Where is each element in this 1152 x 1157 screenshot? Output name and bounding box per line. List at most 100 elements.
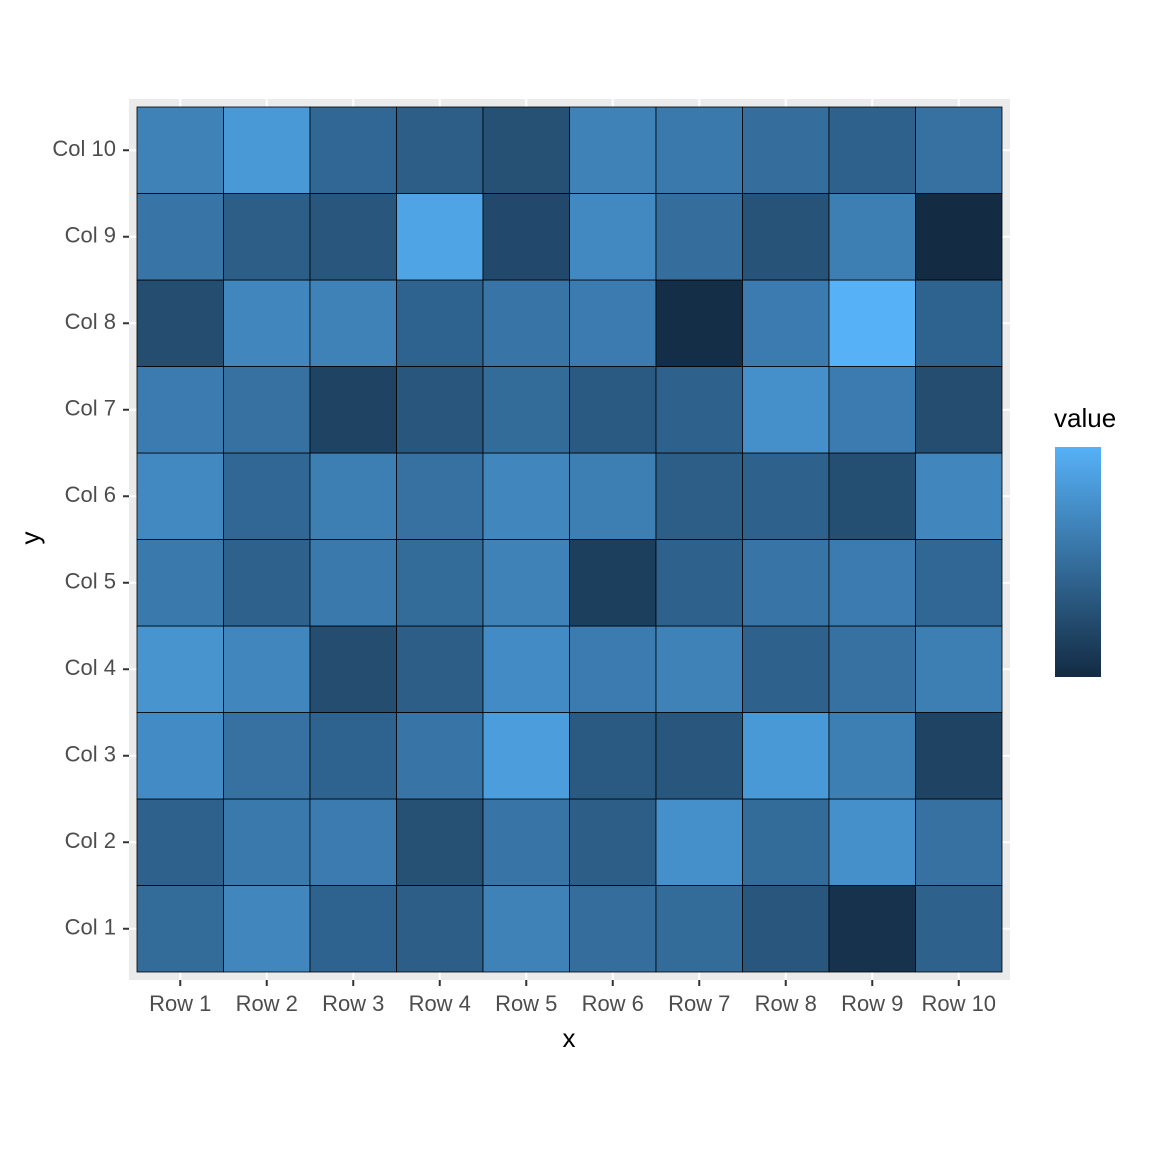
heatmap-cell: [655, 625, 743, 713]
heatmap-cell: [655, 712, 743, 800]
heatmap-cell: [828, 452, 916, 540]
x-tick-label: Row 3: [322, 991, 384, 1016]
heatmap-cell: [569, 798, 657, 886]
heatmap-cell: [223, 106, 311, 194]
x-tick-label: Row 8: [755, 991, 817, 1016]
heatmap-cell: [482, 279, 570, 367]
heatmap-cell: [655, 279, 743, 367]
heatmap-cell: [569, 106, 657, 194]
heatmap-cell: [915, 106, 1003, 194]
heatmap-cell: [569, 885, 657, 973]
heatmap-cell: [655, 452, 743, 540]
heatmap-cell: [569, 539, 657, 627]
heatmap-cell: [396, 885, 484, 973]
y-tick-label: Col 4: [65, 655, 116, 680]
heatmap-cell: [915, 798, 1003, 886]
heatmap-cell: [915, 366, 1003, 454]
heatmap-cell: [655, 885, 743, 973]
legend-title: value: [1054, 403, 1116, 433]
heatmap-cell: [136, 452, 224, 540]
x-tick-label: Row 4: [409, 991, 471, 1016]
heatmap-cell: [828, 798, 916, 886]
heatmap-cell: [742, 798, 830, 886]
heatmap-cell: [482, 193, 570, 281]
y-tick-label: Col 5: [65, 569, 116, 594]
heatmap-cell: [655, 106, 743, 194]
heatmap-cell: [309, 193, 397, 281]
heatmap-cell: [655, 193, 743, 281]
x-axis-title: x: [563, 1023, 576, 1053]
y-tick-label: Col 1: [65, 915, 116, 940]
x-tick-label: Row 7: [668, 991, 730, 1016]
heatmap-cell: [828, 625, 916, 713]
heatmap-cell: [309, 885, 397, 973]
heatmap-cell: [828, 106, 916, 194]
heatmap-cell: [742, 366, 830, 454]
heatmap-cell: [915, 193, 1003, 281]
y-axis-title: y: [15, 532, 45, 545]
heatmap-cell: [396, 625, 484, 713]
heatmap-cell: [396, 106, 484, 194]
heatmap-cell: [223, 539, 311, 627]
heatmap-cell: [915, 539, 1003, 627]
heatmap-cell: [828, 279, 916, 367]
colorbar: [1055, 447, 1101, 677]
heatmap-cell: [655, 539, 743, 627]
heatmap-cell: [223, 193, 311, 281]
y-tick-label: Col 9: [65, 223, 116, 248]
heatmap-cell: [396, 193, 484, 281]
heatmap-cell: [136, 712, 224, 800]
heatmap-cell: [309, 279, 397, 367]
heatmap-cell: [136, 106, 224, 194]
heatmap-cell: [742, 625, 830, 713]
heatmap-cell: [396, 279, 484, 367]
heatmap-cell: [655, 366, 743, 454]
heatmap-cell: [482, 885, 570, 973]
y-tick-label: Col 8: [65, 309, 116, 334]
heatmap-cell: [482, 366, 570, 454]
heatmap-cell: [828, 885, 916, 973]
y-tick-label: Col 7: [65, 396, 116, 421]
heatmap-cell: [742, 539, 830, 627]
heatmap-cell: [396, 798, 484, 886]
heatmap-cell: [569, 279, 657, 367]
heatmap-cell: [136, 279, 224, 367]
heatmap-cell: [223, 366, 311, 454]
heatmap-cell: [136, 885, 224, 973]
heatmap-cell: [655, 798, 743, 886]
heatmap-cell: [742, 193, 830, 281]
heatmap-cell: [136, 539, 224, 627]
heatmap-cell: [742, 452, 830, 540]
heatmap-cell: [742, 712, 830, 800]
y-tick-label: Col 3: [65, 742, 116, 767]
heatmap-cell: [309, 106, 397, 194]
heatmap-cell: [136, 625, 224, 713]
heatmap-cell: [396, 366, 484, 454]
heatmap-cell: [396, 539, 484, 627]
heatmap-cell: [569, 452, 657, 540]
heatmap-cell: [915, 452, 1003, 540]
y-tick-label: Col 6: [65, 482, 116, 507]
heatmap-cell: [309, 625, 397, 713]
heatmap-cell: [569, 366, 657, 454]
heatmap-cell: [828, 539, 916, 627]
heatmap-cell: [309, 452, 397, 540]
heatmap-cell: [915, 279, 1003, 367]
heatmap-cell: [309, 366, 397, 454]
heatmap-cell: [915, 885, 1003, 973]
heatmap-cell: [915, 712, 1003, 800]
x-tick-label: Row 10: [921, 991, 996, 1016]
heatmap-cell: [482, 798, 570, 886]
heatmap-cell: [309, 712, 397, 800]
heatmap-cell: [828, 712, 916, 800]
heatmap-cell: [915, 625, 1003, 713]
heatmap-cell: [396, 712, 484, 800]
heatmap-cell: [569, 193, 657, 281]
heatmap-cell: [223, 798, 311, 886]
y-tick-label: Col 10: [52, 136, 116, 161]
heatmap-cell: [569, 712, 657, 800]
heatmap-cell: [309, 798, 397, 886]
y-tick-label: Col 2: [65, 828, 116, 853]
heatmap-cell: [482, 625, 570, 713]
heatmap-cell: [223, 712, 311, 800]
